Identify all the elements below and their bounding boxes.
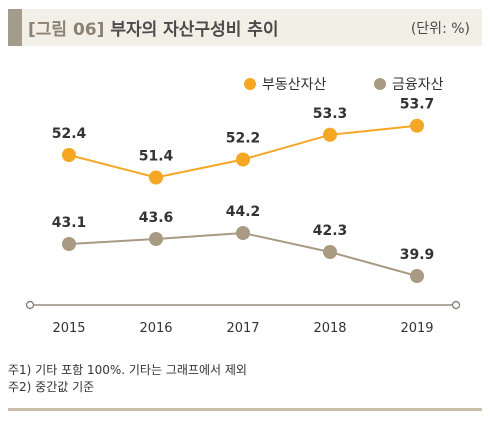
data-point (149, 170, 163, 185)
x-tick-label: 2017 (226, 321, 259, 336)
data-label: 43.1 (52, 215, 87, 231)
data-label: 44.2 (226, 204, 261, 220)
data-point (323, 245, 337, 259)
data-point (410, 269, 424, 283)
data-point (62, 148, 76, 162)
x-axis-start-cap (25, 300, 35, 310)
unit-label: (단위: %) (410, 21, 470, 37)
header-tag-bar (8, 9, 22, 46)
x-axis-end-cap (451, 300, 461, 310)
data-point (62, 237, 76, 251)
figure-header: [그림 06] 부자의 자산구성비 추이 (단위: %) (8, 9, 482, 46)
x-tick-label: 2016 (139, 321, 172, 336)
x-tick-label: 2019 (400, 321, 433, 336)
footnote-1: 주1) 기타 포함 100%. 기타는 그래프에서 제외 (8, 363, 247, 377)
footnote-2: 주2) 중간값 기준 (8, 380, 95, 394)
figure-title: [그림 06] 부자의 자산구성비 추이 (28, 15, 279, 40)
data-point (410, 118, 424, 133)
data-label: 42.3 (313, 223, 348, 239)
legend-label-2: 금융자산 (392, 77, 444, 93)
x-tick-label: 2018 (313, 321, 346, 336)
figure-title-text: 부자의 자산구성비 추이 (110, 20, 279, 40)
data-label: 51.4 (139, 149, 174, 165)
data-label: 39.9 (400, 247, 435, 263)
footnotes: 주1) 기타 포함 100%. 기타는 그래프에서 제외 주2) 중간값 기준 (8, 362, 247, 396)
data-point (236, 226, 250, 240)
legend-marker-1 (244, 78, 256, 90)
data-label: 52.2 (226, 131, 261, 147)
figure-label: [그림 06] (28, 20, 105, 40)
x-tick-label: 2015 (52, 321, 85, 336)
data-label: 53.7 (400, 97, 435, 113)
data-label: 52.4 (52, 126, 87, 142)
bottom-rule (8, 408, 482, 411)
legend-label-1: 부동산자산 (262, 77, 327, 93)
data-point (236, 152, 250, 167)
data-label: 43.6 (139, 210, 174, 226)
data-point (149, 232, 163, 246)
data-point (323, 127, 337, 142)
data-label: 53.3 (313, 106, 348, 122)
legend-marker-2 (374, 78, 386, 90)
